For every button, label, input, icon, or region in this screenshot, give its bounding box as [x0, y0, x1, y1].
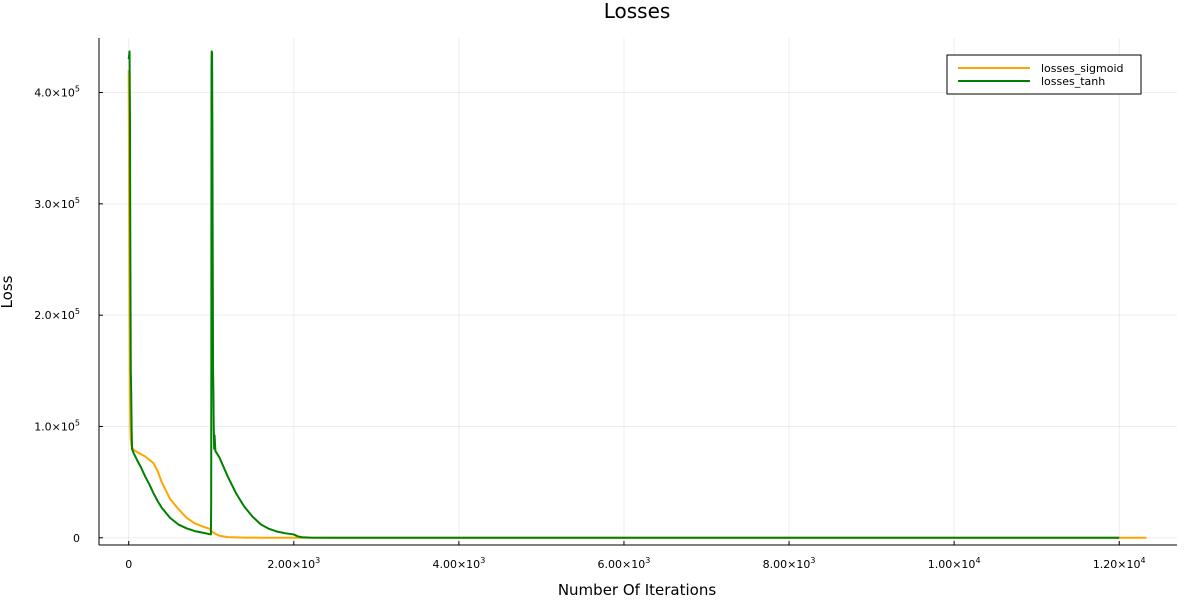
legend-label-losses-tanh: losses_tanh [1041, 75, 1105, 88]
y-tick-label: 4.0×105 [34, 85, 80, 100]
y-tick-label: 1.0×105 [34, 418, 80, 433]
chart-title: Losses [604, 0, 671, 23]
x-tick-label: 8.00×103 [763, 556, 816, 571]
x-tick-label: 6.00×103 [598, 556, 651, 571]
legend-label-losses-sigmoid: losses_sigmoid [1041, 62, 1124, 75]
y-tick-labels: 0 1.0×105 2.0×105 3.0×105 4.0×105 [34, 85, 80, 545]
y-tick-label: 0 [73, 532, 80, 545]
x-tick-label: 1.20×104 [1093, 556, 1146, 571]
x-tick-label: 1.00×104 [928, 556, 981, 571]
y-tick-label: 3.0×105 [34, 196, 80, 211]
axes [98, 38, 1177, 546]
series-lines [127, 50, 1147, 539]
x-tick-label: 2.00×103 [267, 556, 320, 571]
x-tick-label: 4.00×103 [432, 556, 485, 571]
legend-box [946, 54, 1142, 95]
series-line-losses-sigmoid [127, 70, 1147, 539]
y-axis-title: Loss [0, 275, 16, 308]
x-axis-title: Number Of Iterations [558, 581, 717, 599]
grid [99, 38, 1177, 545]
x-tick-label: 0 [125, 558, 132, 571]
x-tick-labels: 0 2.00×103 4.00×103 6.00×103 8.00×103 1.00×10… [125, 556, 1145, 571]
series-line-losses-tanh [127, 50, 1120, 539]
y-tick-label: 2.0×105 [34, 307, 80, 322]
